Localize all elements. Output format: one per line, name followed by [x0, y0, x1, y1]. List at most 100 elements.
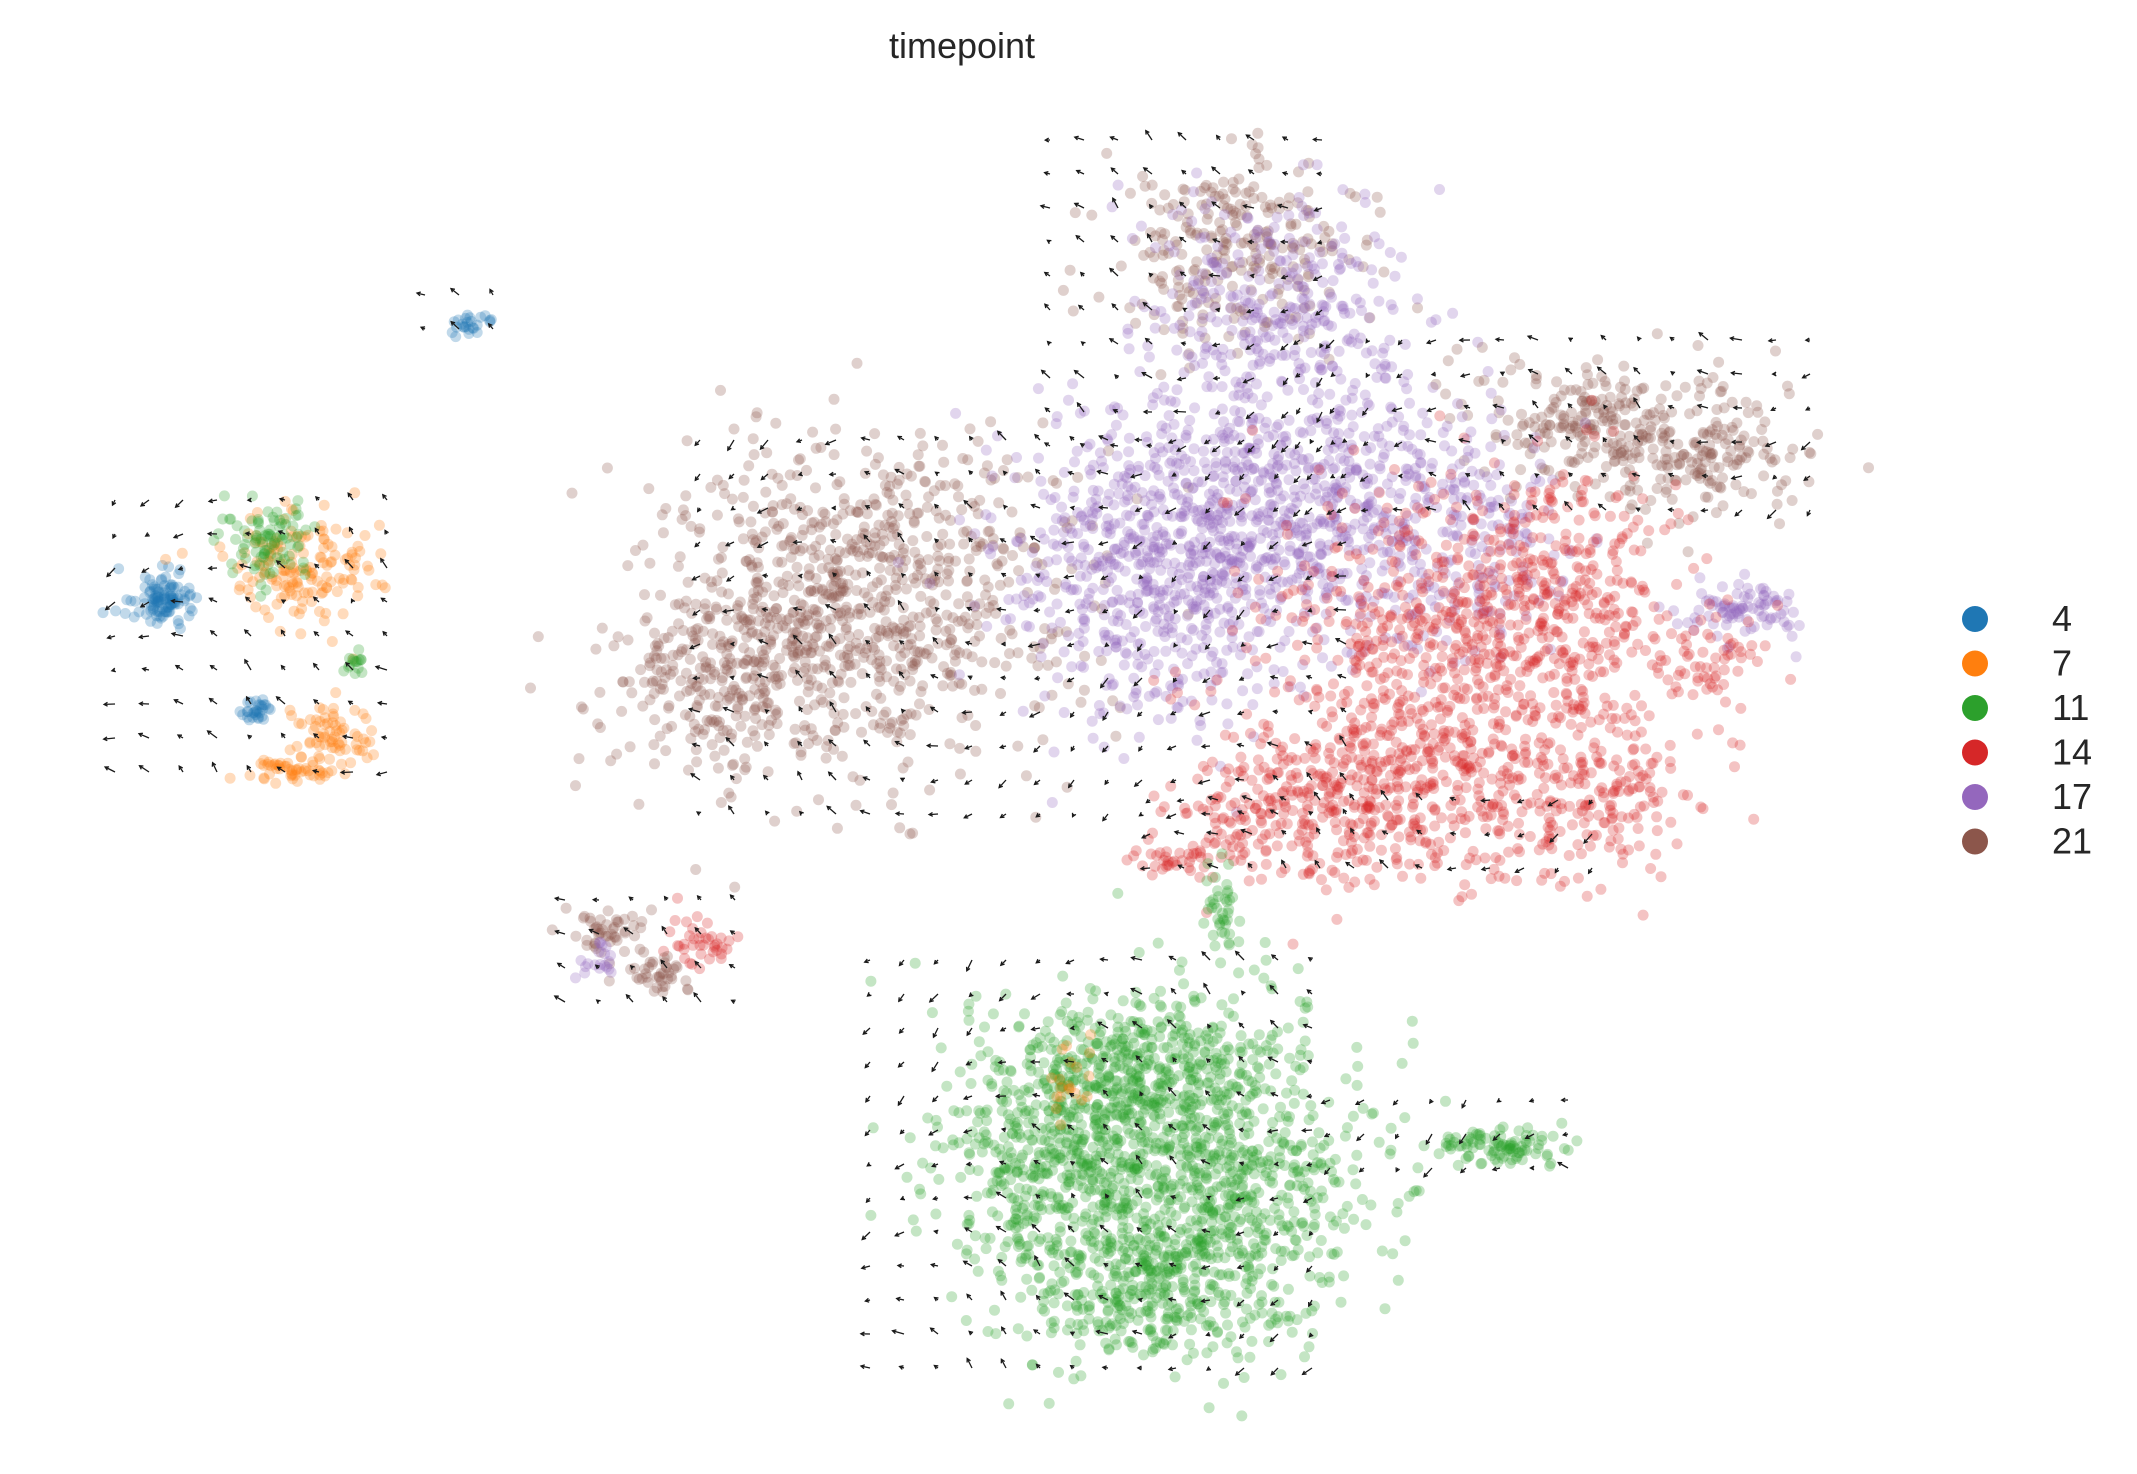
- point-timepoint-17: [987, 541, 999, 553]
- point-timepoint-17: [1242, 212, 1254, 224]
- point-timepoint-21: [1558, 410, 1570, 422]
- point-timepoint-14: [1428, 623, 1440, 635]
- point-timepoint-21: [1692, 470, 1703, 482]
- point-timepoint-17: [1058, 707, 1070, 718]
- point-timepoint-17: [1236, 377, 1248, 389]
- point-timepoint-21: [998, 465, 1009, 476]
- point-timepoint-21: [861, 643, 872, 654]
- point-timepoint-14: [1448, 588, 1460, 600]
- point-timepoint-14: [1458, 664, 1470, 676]
- point-timepoint-21: [1574, 430, 1586, 442]
- point-timepoint-21: [1374, 206, 1386, 218]
- point-timepoint-21: [1129, 235, 1141, 246]
- point-timepoint-21: [1805, 448, 1817, 460]
- point-timepoint-21: [693, 723, 705, 735]
- point-timepoint-17: [1148, 646, 1160, 657]
- point-timepoint-21: [937, 528, 949, 540]
- point-timepoint-21: [905, 708, 917, 720]
- point-timepoint-21: [1600, 380, 1612, 392]
- point-timepoint-14: [1440, 539, 1452, 551]
- point-timepoint-17: [1176, 507, 1188, 519]
- point-timepoint-17: [1087, 732, 1099, 744]
- point-timepoint-17: [1232, 415, 1244, 427]
- point-timepoint-21: [1771, 498, 1783, 510]
- point-timepoint-14: [1493, 546, 1505, 558]
- point-timepoint-21: [1783, 388, 1795, 400]
- point-timepoint-21: [785, 551, 797, 563]
- point-timepoint-14: [1361, 680, 1373, 692]
- point-timepoint-21: [1636, 435, 1648, 446]
- point-timepoint-21: [970, 545, 982, 556]
- point-timepoint-17: [1182, 658, 1194, 670]
- point-timepoint-21: [1542, 428, 1554, 440]
- point-timepoint-21: [1232, 347, 1244, 359]
- point-timepoint-21: [1624, 485, 1636, 497]
- point-timepoint-21: [1378, 266, 1390, 278]
- point-timepoint-21: [1569, 420, 1581, 432]
- point-timepoint-21: [1273, 283, 1285, 295]
- point-timepoint-21: [1191, 227, 1203, 239]
- point-timepoint-21: [1615, 381, 1626, 393]
- point-timepoint-21: [1715, 482, 1727, 494]
- point-timepoint-21: [1227, 205, 1239, 217]
- point-timepoint-21: [1184, 224, 1196, 236]
- point-timepoint-21: [915, 590, 927, 602]
- point-timepoint-17: [1141, 575, 1153, 587]
- point-timepoint-21: [1743, 447, 1755, 458]
- point-timepoint-14: [1552, 586, 1564, 598]
- point-timepoint-17: [1298, 331, 1310, 343]
- point-timepoint-21: [633, 798, 645, 810]
- point-timepoint-14: [1240, 493, 1251, 505]
- point-timepoint-17: [1093, 700, 1105, 711]
- point-timepoint-14: [1500, 706, 1512, 718]
- point-timepoint-17: [1296, 292, 1308, 304]
- point-timepoint-21: [1012, 647, 1024, 659]
- point-timepoint-14: [1599, 614, 1611, 626]
- point-timepoint-21: [855, 499, 867, 511]
- point-timepoint-17: [1101, 433, 1113, 445]
- point-timepoint-21: [810, 482, 821, 494]
- point-timepoint-21: [954, 768, 966, 780]
- point-timepoint-17: [1289, 484, 1301, 496]
- point-timepoint-21: [1159, 228, 1171, 240]
- point-timepoint-21: [1717, 472, 1728, 484]
- point-timepoint-17: [1251, 683, 1263, 695]
- point-timepoint-21: [962, 454, 974, 466]
- point-timepoint-21: [1174, 289, 1186, 301]
- point-timepoint-21: [914, 427, 926, 439]
- point-timepoint-21: [1558, 420, 1570, 432]
- point-timepoint-21: [1196, 199, 1208, 211]
- point-timepoint-21: [1241, 210, 1253, 222]
- point-timepoint-17: [980, 509, 992, 521]
- point-timepoint-21: [814, 645, 826, 657]
- point-timepoint-17: [1140, 621, 1152, 632]
- point-timepoint-14: [1488, 457, 1500, 469]
- point-timepoint-21: [1697, 427, 1709, 438]
- point-timepoint-21: [842, 649, 853, 661]
- point-timepoint-21: [1606, 406, 1618, 418]
- point-timepoint-21: [844, 660, 856, 672]
- point-timepoint-21: [1515, 464, 1527, 476]
- point-timepoint-21: [691, 700, 703, 711]
- point-timepoint-21: [801, 632, 813, 644]
- point-timepoint-21: [1292, 280, 1304, 292]
- point-timepoint-17: [1219, 365, 1231, 377]
- point-timepoint-17: [1139, 495, 1151, 507]
- point-timepoint-21: [1250, 248, 1262, 260]
- point-timepoint-21: [1197, 309, 1209, 321]
- point-timepoint-21: [1707, 448, 1719, 459]
- point-timepoint-21: [1726, 396, 1738, 408]
- point-timepoint-21: [921, 531, 933, 542]
- point-timepoint-17: [1216, 381, 1228, 393]
- point-timepoint-17: [1000, 614, 1012, 626]
- point-timepoint-14: [1341, 696, 1353, 708]
- point-timepoint-14: [1427, 762, 1439, 774]
- point-timepoint-14: [1458, 693, 1470, 705]
- point-timepoint-21: [974, 598, 986, 610]
- point-timepoint-21: [891, 625, 902, 637]
- point-timepoint-17: [1009, 472, 1021, 484]
- point-timepoint-21: [810, 442, 822, 454]
- point-timepoint-17: [1197, 285, 1209, 297]
- point-timepoint-14: [1671, 838, 1683, 850]
- point-timepoint-21: [1265, 238, 1277, 250]
